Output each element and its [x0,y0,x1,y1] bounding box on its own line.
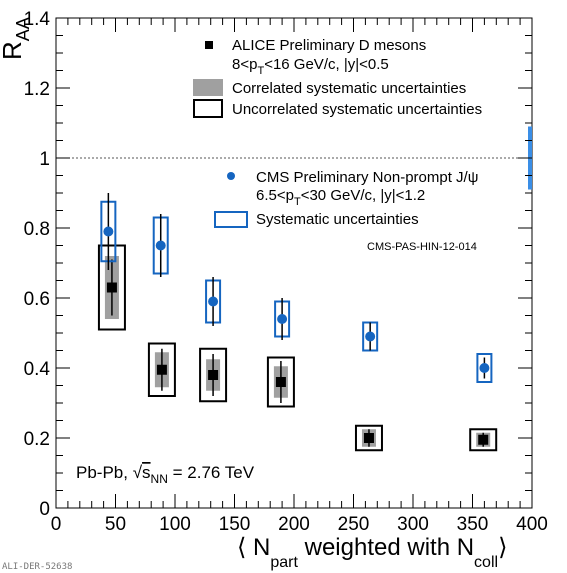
alice-point [478,434,489,445]
x-axis-label-sub2: coll [474,554,498,571]
cms-point [479,363,490,373]
legend-alice: ALICE Preliminary D mesons 8<pT<16 GeV/c… [193,37,482,118]
legend-cms-syst-label: Systematic uncertainties [256,211,419,228]
y-axis-label-main: R [0,41,27,60]
system-sub: NN [151,472,168,486]
legend-cms-syst-swatch [214,211,248,228]
y-tick-label: 0.8 [24,219,50,240]
x-axis: 0 50 100 150 200 250 300 350 400 [51,18,548,535]
legend-cms: CMS Preliminary Non-prompt J/ψ 6.5<pT<30… [214,169,478,228]
alice-uncorrelated-box [147,342,176,397]
x-tick-label: 150 [219,514,251,535]
alice-uncorrelated-box [266,356,295,408]
y-tick-label: 1.4 [24,9,51,30]
legend-cms-kin-a: 6.5<p [256,187,294,204]
x-tick-label: 200 [278,514,310,535]
system-sqrt: √ [133,463,143,482]
cms-point [155,240,166,251]
collision-system-label: Pb-Pb, √sNN = 2.76 TeV [76,463,255,486]
alice-point [106,282,117,293]
figure-id: ALI-DER-52638 [2,562,72,572]
legend-alice-kin-sub: T [257,65,264,77]
system-energy: = 2.76 TeV [168,463,255,482]
cms-syst-box [476,353,493,383]
x-tick-label: 250 [338,514,370,535]
legend-alice-kin-b: <16 GeV/c, |y|<0.5 [264,56,389,73]
legend-correlated-label: Correlated systematic uncertainties [232,80,466,97]
y-tick-label: 0 [39,499,50,520]
x-axis-label-part2: weighted with N [298,534,474,561]
x-tick-label: 350 [457,514,489,535]
cms-point [103,226,114,237]
plot-area [97,193,498,452]
x-axis-label: ⟨ Npart weighted with Ncoll⟩ [237,534,507,571]
legend-cms-marker [227,172,235,180]
cms-point [365,331,376,342]
system-prefix: Pb-Pb, [76,463,133,482]
x-tick-label: 300 [397,514,429,535]
y-tick-label: 0.6 [24,289,50,310]
y-tick-label: 0.4 [24,359,51,380]
alice-point [208,370,219,380]
x-tick-label: 50 [105,514,126,535]
x-axis-label-part3: ⟩ [498,534,507,561]
alice-point [275,377,286,387]
x-tick-label: 400 [516,514,548,535]
x-tick-label: 0 [51,514,62,535]
y-axis-label-sub: AA [13,17,33,41]
cms-point [277,314,288,324]
y-tick-label: 1.2 [24,79,50,100]
system-s: s [142,463,151,482]
y-tick-label: 1 [39,149,50,170]
legend-uncorrelated-swatch [193,99,223,118]
x-axis-label-part1: ⟨ N [237,534,270,561]
alice-point [363,433,374,443]
legend-cms-kin-sub: T [294,196,301,208]
legend-alice-title: ALICE Preliminary D mesons [232,37,426,54]
y-axis-label: RAA [0,17,33,60]
x-axis-label-sub1: part [270,554,298,571]
alice-uncorrelated-box [199,347,228,403]
legend-uncorrelated-label: Uncorrelated systematic uncertainties [232,101,482,118]
cms-point [208,296,219,307]
legend-alice-kinematics: 8<pT<16 GeV/c, |y|<0.5 [232,56,389,77]
legend-cms-kin-b: <30 GeV/c, |y|<1.2 [301,187,426,204]
legend-alice-kin-a: 8<p [232,56,257,73]
alice-point [156,364,167,375]
cms-reference-label: CMS-PAS-HIN-12-014 [367,241,477,253]
legend-cms-title: CMS Preliminary Non-prompt J/ψ [256,169,478,186]
y-tick-label: 0.2 [24,429,50,450]
x-tick-label: 100 [159,514,191,535]
y-axis: 0 0.2 0.4 0.6 0.8 1 1.2 1.4 [24,9,532,520]
alice-uncorrelated-box [354,424,383,452]
alice-uncorrelated-box [469,428,498,452]
legend-alice-marker [205,41,213,49]
legend-correlated-swatch [193,79,223,96]
legend-cms-kinematics: 6.5<pT<30 GeV/c, |y|<1.2 [256,187,425,208]
alice-uncorrelated-box [97,244,126,331]
